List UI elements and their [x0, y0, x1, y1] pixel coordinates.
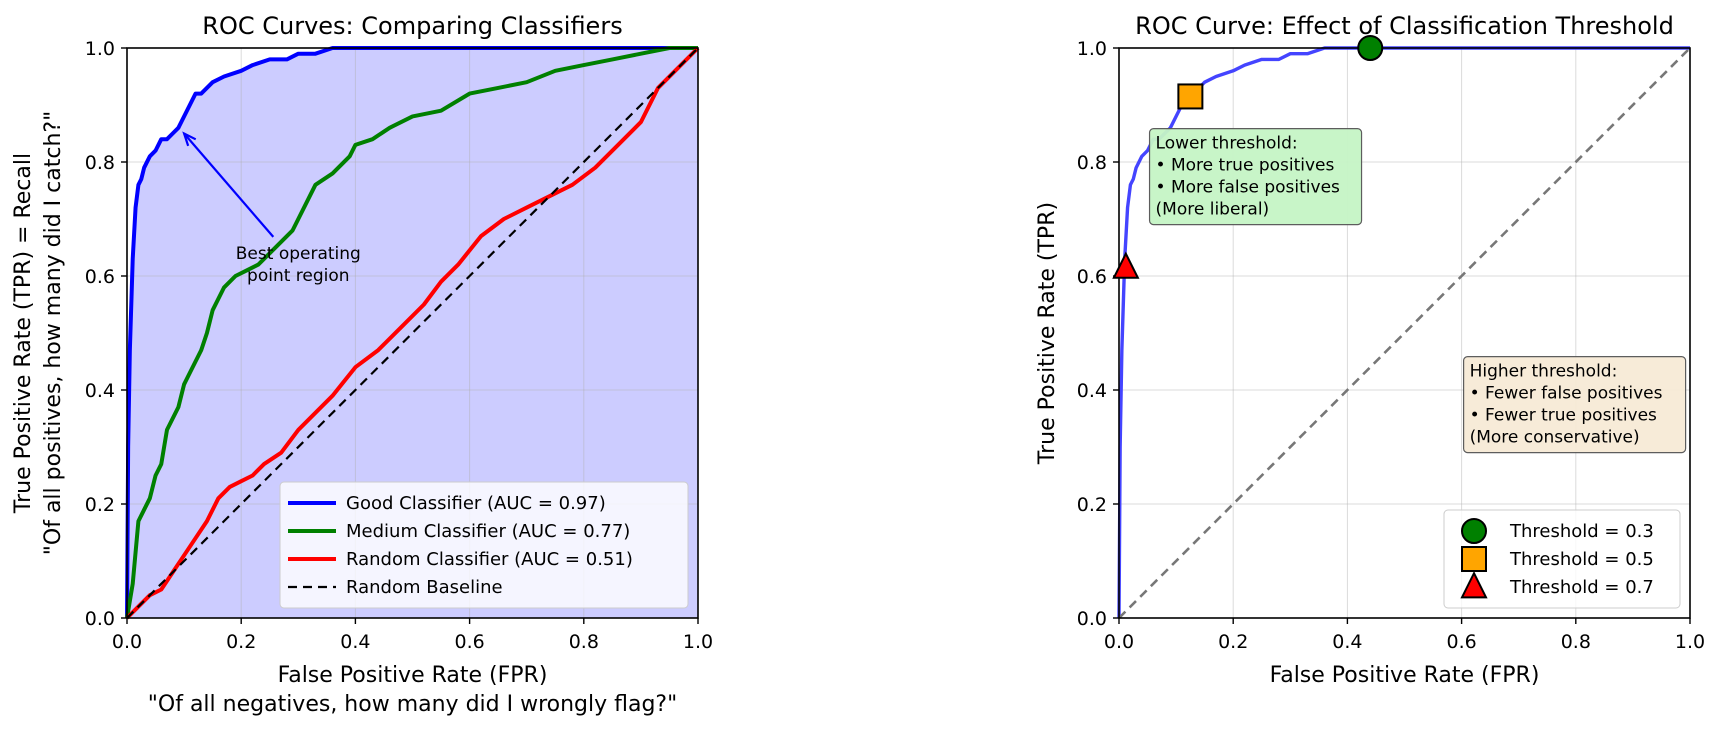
legend-label: Random Baseline — [346, 577, 503, 598]
x-tick-label: 1.0 — [1675, 631, 1705, 653]
note-text: • More false positives — [1156, 178, 1341, 198]
threshold-marker-square — [1177, 83, 1204, 110]
note-box — [1148, 128, 1363, 226]
y-tick-label: 1.0 — [1077, 38, 1107, 60]
x-axis-sublabel: "Of all negatives, how many did I wrongl… — [148, 692, 677, 717]
x-tick-label: 0.4 — [1332, 631, 1362, 653]
y-tick-label: 0.0 — [1077, 608, 1107, 630]
y-axis-sublabel: "Of all positives, how many did I catch?… — [41, 111, 66, 555]
legend: Good Classifier (AUC = 0.97) Medium Class… — [279, 481, 689, 609]
chart-title: ROC Curve: Effect of Classification Thre… — [1135, 12, 1674, 40]
x-tick-label: 0.2 — [226, 631, 256, 653]
note-text: • Fewer true positives — [1470, 406, 1657, 426]
legend-label: Threshold = 0.3 — [1509, 521, 1654, 542]
x-tick-label: 0.8 — [569, 631, 599, 653]
legend-box — [1443, 509, 1681, 609]
x-tick-label: 0.6 — [1446, 631, 1476, 653]
legend-label: Threshold = 0.7 — [1509, 577, 1654, 598]
series-line-2 — [125, 46, 698, 619]
chart-2: 0.0 0.2 0.4 0.6 0.8 1.0 0.0 0.2 0.4 0.6 0.8 1.0 ROC … — [1035, 12, 1705, 688]
x-tick-label: 0.6 — [454, 631, 484, 653]
x-tick-label: 1.0 — [683, 631, 713, 653]
x-tick-label: 0.4 — [340, 631, 370, 653]
note-text: (More liberal) — [1156, 200, 1270, 220]
annotation-text: Best operating — [236, 244, 361, 264]
x-tick-label: 0.0 — [1104, 631, 1134, 653]
y-axis-label: True Positive Rate (TPR) — [1035, 202, 1060, 465]
plot-frame — [1118, 47, 1691, 619]
y-tick-label: 0.2 — [1077, 494, 1107, 516]
series-line-1 — [125, 46, 698, 619]
plot-frame — [126, 47, 699, 619]
legend-marker-triangle — [1460, 570, 1488, 599]
legend-label: Threshold = 0.5 — [1509, 549, 1654, 570]
note-text: Lower threshold: — [1156, 134, 1298, 154]
y-tick-label: 0.0 — [85, 608, 115, 630]
annotation-arrow-head — [182, 131, 197, 147]
annotation-text: point region — [247, 266, 350, 286]
y-tick-label: 0.8 — [85, 152, 115, 174]
y-axis-label: True Positive Rate (TPR) = Recall — [11, 153, 36, 514]
legend-marker-square — [1461, 546, 1487, 572]
legend-label: Medium Classifier (AUC = 0.77) — [346, 521, 630, 542]
legend-label: Random Classifier (AUC = 0.51) — [346, 549, 633, 570]
chart-title: ROC Curves: Comparing Classifiers — [202, 12, 622, 40]
y-tick-label: 0.6 — [85, 266, 115, 288]
series-line-3 — [125, 46, 700, 620]
legend-label: Good Classifier (AUC = 0.97) — [346, 493, 606, 514]
threshold-marker-circle — [1357, 35, 1384, 61]
y-tick-label: 0.4 — [1077, 380, 1107, 402]
y-tick-label: 0.2 — [85, 494, 115, 516]
y-tick-label: 0.8 — [1077, 152, 1107, 174]
y-tick-label: 0.4 — [85, 380, 115, 402]
legend-marker-circle — [1461, 518, 1487, 544]
annotation-arrow-line — [183, 132, 275, 238]
note-text: • Fewer false positives — [1470, 384, 1663, 404]
note-text: • More true positives — [1156, 156, 1335, 176]
x-tick-label: 0.8 — [1561, 631, 1591, 653]
legend: Threshold = 0.3 Threshold = 0.5 Threshold … — [1443, 509, 1681, 609]
x-axis-label: False Positive Rate (FPR) — [1270, 663, 1540, 688]
note-box — [1462, 356, 1687, 454]
note-text: (More conservative) — [1470, 428, 1640, 448]
legend-box — [279, 481, 689, 609]
chart-1: 0.0 0.2 0.4 0.6 0.8 1.0 0.0 0.2 0.4 0.6 0.8 1.0 ROC … — [11, 12, 713, 717]
note-text: Higher threshold: — [1470, 362, 1618, 382]
threshold-marker-triangle — [1112, 251, 1140, 279]
x-axis-label: False Positive Rate (FPR) — [278, 663, 548, 688]
y-tick-label: 1.0 — [85, 38, 115, 60]
x-tick-label: 0.2 — [1218, 631, 1248, 653]
y-tick-label: 0.6 — [1077, 266, 1107, 288]
x-tick-label: 0.0 — [112, 631, 142, 653]
